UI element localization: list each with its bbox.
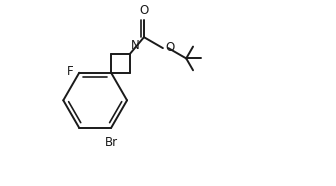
Text: O: O	[165, 41, 175, 54]
Text: F: F	[67, 65, 74, 78]
Text: O: O	[139, 4, 149, 17]
Text: N: N	[131, 39, 140, 52]
Text: Br: Br	[104, 136, 118, 149]
